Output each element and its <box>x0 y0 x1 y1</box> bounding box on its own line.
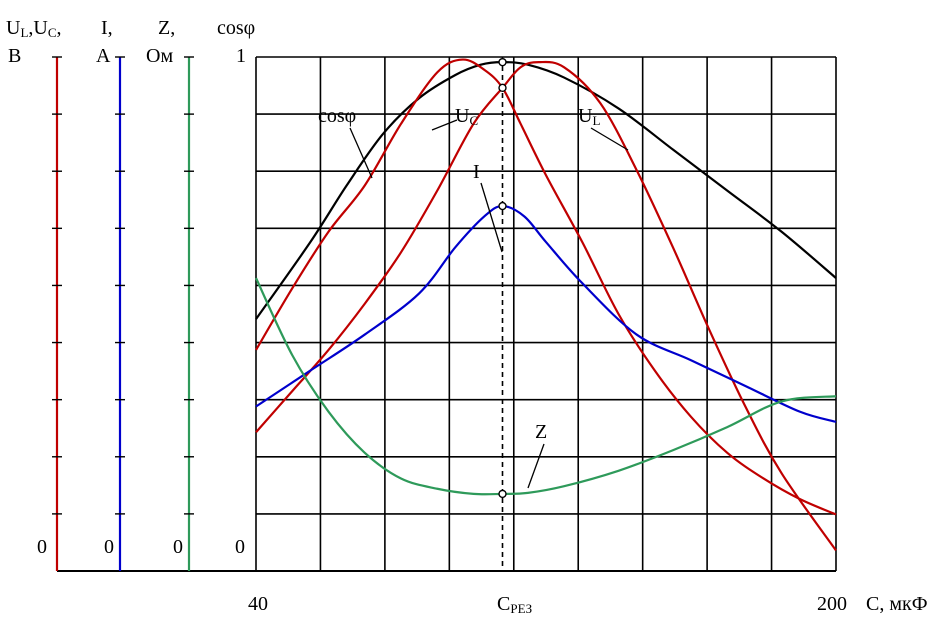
u-axis-zero: 0 <box>37 536 47 558</box>
x-tick-max: 200 <box>817 593 847 615</box>
series-leader-line <box>527 443 545 489</box>
series-label-ul: UL <box>578 105 601 128</box>
series-line-4 <box>255 277 837 496</box>
series-line-1 <box>255 58 837 516</box>
series-label-z: Z <box>535 421 548 443</box>
u-axis-title: UL,UC, <box>6 17 62 40</box>
x-tick-resonance: CРЕЗ <box>497 593 533 616</box>
series-leader-line <box>431 119 458 131</box>
series-label-cos: cosφ <box>318 105 357 127</box>
i-axis-zero: 0 <box>104 536 114 558</box>
z-axis-zero: 0 <box>173 536 183 558</box>
cos-axis-zero: 0 <box>235 536 245 558</box>
series-label-uc: UC <box>455 105 479 128</box>
i-axis-unit: A <box>96 45 111 67</box>
x-tick-min: 40 <box>248 593 268 615</box>
series-leader-line <box>349 127 373 179</box>
resonance-marker <box>498 201 507 211</box>
series-line-2 <box>255 60 837 552</box>
cos-axis-max: 1 <box>236 45 246 67</box>
x-axis-label: C, мкФ <box>866 593 928 615</box>
series-leader-line <box>480 182 503 253</box>
u-axis-unit: B <box>8 45 22 67</box>
cos-axis-title: cosφ <box>217 17 256 39</box>
z-axis-title: Z, <box>158 17 176 39</box>
z-axis-unit: Ом <box>146 45 174 67</box>
series-leader-line <box>590 127 629 151</box>
i-axis-title: I, <box>101 17 113 39</box>
resonance-marker <box>498 489 507 499</box>
series-line-3 <box>255 204 837 424</box>
resonance-marker <box>498 83 507 93</box>
resonance-marker <box>498 57 507 67</box>
series-line-0 <box>255 61 837 320</box>
series-label-i: I <box>473 161 480 183</box>
